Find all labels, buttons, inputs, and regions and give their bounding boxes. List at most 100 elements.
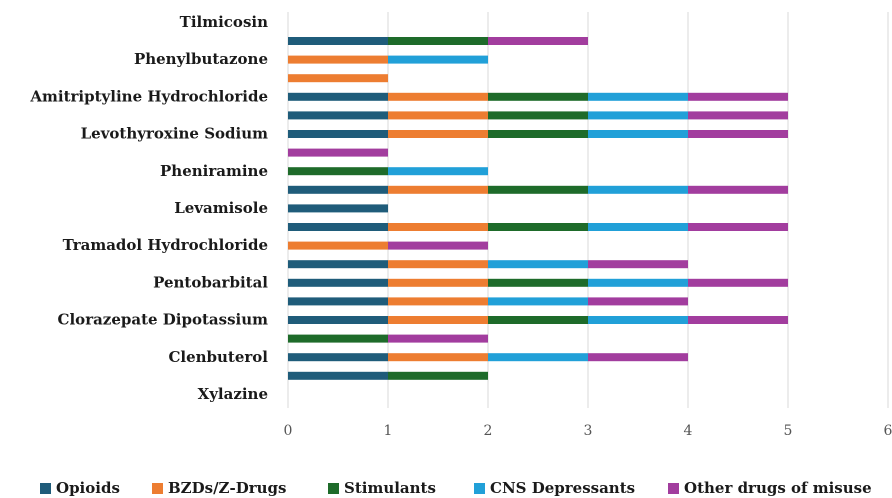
category-label: Xylazine — [198, 385, 268, 403]
bar-segment-bzds-z-drugs — [388, 260, 488, 269]
bar-segment-opioids — [288, 37, 388, 45]
legend-item: Opioids — [40, 479, 120, 497]
bar-segment-other-drugs-of-misuse — [688, 92, 788, 101]
bar-segment-cns-depressants — [588, 223, 688, 231]
legend-item: BZDs/Z-Drugs — [152, 479, 286, 497]
bar-segment-bzds-z-drugs — [388, 130, 488, 138]
bar-segment-other-drugs-of-misuse — [688, 278, 788, 287]
bar-segment-opioids — [288, 260, 388, 269]
category-label: Levothyroxine Sodium — [81, 125, 269, 143]
bar-segment-opioids — [288, 278, 388, 287]
legend-swatch — [474, 483, 485, 494]
x-tick-labels: 0 1 2 3 4 5 6 — [284, 423, 892, 439]
bar-segment-stimulants — [488, 316, 588, 324]
bar-segment-cns-depressants — [488, 297, 588, 306]
legend-item: CNS Depressants — [474, 479, 635, 497]
bar-segment-bzds-z-drugs — [388, 185, 488, 194]
bar-segment-opioids — [288, 316, 388, 324]
bar-segment-bzds-z-drugs — [388, 353, 488, 362]
category-label: Tilmicosin — [180, 13, 268, 31]
category-labels: Tilmicosin Phenylbutazone Amitriptyline Hy… — [29, 13, 268, 403]
bar-segment-stimulants — [388, 371, 488, 380]
x-tick-label: 6 — [884, 423, 892, 439]
bar-segment-cns-depressants — [488, 353, 588, 362]
bar-segment-bzds-z-drugs — [388, 92, 488, 101]
x-tick-label: 3 — [584, 423, 593, 439]
category-label: Amitriptyline Hydrochloride — [29, 87, 268, 105]
bar-segment-other-drugs-of-misuse — [588, 353, 688, 362]
bar-segment-stimulants — [488, 185, 588, 194]
bar-segment-stimulants — [488, 223, 588, 231]
legend-item: Other drugs of misuse — [668, 479, 872, 497]
x-tick-label: 1 — [384, 423, 393, 439]
bar-segment-cns-depressants — [588, 278, 688, 287]
bar-segment-other-drugs-of-misuse — [688, 130, 788, 138]
bar-segment-other-drugs-of-misuse — [688, 185, 788, 194]
bar-segment-opioids — [288, 111, 388, 120]
bar-segment-cns-depressants — [588, 185, 688, 194]
bar-segment-stimulants — [488, 278, 588, 287]
x-tick-label: 5 — [784, 423, 793, 439]
bar-segment-other-drugs-of-misuse — [388, 241, 488, 250]
bar-segment-bzds-z-drugs — [388, 223, 488, 231]
x-tick-label: 4 — [684, 423, 693, 439]
legend-label: Other drugs of misuse — [684, 479, 872, 497]
bar-segment-bzds-z-drugs — [288, 241, 388, 250]
bar-segment-stimulants — [488, 130, 588, 138]
x-tick-label: 2 — [484, 423, 493, 439]
bar-segment-cns-depressants — [388, 167, 488, 176]
legend: Opioids BZDs/Z-Drugs Stimulants CNS Depress… — [40, 479, 872, 497]
bar-segment-cns-depressants — [588, 111, 688, 120]
bar-segment-other-drugs-of-misuse — [588, 297, 688, 306]
bar-segment-stimulants — [288, 167, 388, 176]
bar-segment-bzds-z-drugs — [388, 316, 488, 324]
legend-swatch — [668, 483, 679, 494]
bar-segment-opioids — [288, 371, 388, 380]
bar-segment-opioids — [288, 130, 388, 138]
bar-segment-opioids — [288, 185, 388, 194]
bar-segment-bzds-z-drugs — [388, 297, 488, 306]
legend-swatch — [40, 483, 51, 494]
bar-segment-bzds-z-drugs — [288, 55, 388, 64]
bar-segment-cns-depressants — [588, 92, 688, 101]
legend-label: BZDs/Z-Drugs — [168, 479, 286, 497]
legend-swatch — [328, 483, 339, 494]
bar-segment-bzds-z-drugs — [288, 74, 388, 83]
category-label: Clenbuterol — [168, 348, 268, 366]
bar-segment-other-drugs-of-misuse — [388, 334, 488, 343]
bar-segment-opioids — [288, 92, 388, 101]
bar-segment-cns-depressants — [388, 55, 488, 64]
category-label: Pentobarbital — [153, 273, 268, 291]
category-label: Pheniramine — [160, 162, 268, 180]
bar-segment-other-drugs-of-misuse — [288, 148, 388, 157]
category-label: Phenylbutazone — [134, 50, 268, 68]
bars — [288, 37, 788, 380]
bar-segment-bzds-z-drugs — [388, 278, 488, 287]
bar-segment-stimulants — [288, 334, 388, 343]
bar-segment-other-drugs-of-misuse — [688, 223, 788, 231]
bar-segment-other-drugs-of-misuse — [588, 260, 688, 269]
bar-segment-other-drugs-of-misuse — [688, 111, 788, 120]
bar-segment-stimulants — [388, 37, 488, 45]
category-label: Clorazepate Dipotassium — [58, 311, 269, 329]
bar-segment-opioids — [288, 297, 388, 306]
bar-segment-stimulants — [488, 92, 588, 101]
bar-segment-cns-depressants — [588, 130, 688, 138]
bar-segment-other-drugs-of-misuse — [688, 316, 788, 324]
bar-segment-opioids — [288, 223, 388, 231]
category-label: Levamisole — [174, 199, 268, 217]
bar-segment-cns-depressants — [488, 260, 588, 269]
x-tick-label: 0 — [284, 423, 293, 439]
legend-label: Stimulants — [344, 479, 436, 497]
bar-segment-bzds-z-drugs — [388, 111, 488, 120]
legend-swatch — [152, 483, 163, 494]
category-label: Tramadol Hydrochloride — [63, 236, 268, 254]
bar-segment-opioids — [288, 353, 388, 362]
bar-segment-other-drugs-of-misuse — [488, 37, 588, 45]
bar-segment-cns-depressants — [588, 316, 688, 324]
legend-label: Opioids — [56, 479, 120, 497]
bar-segment-stimulants — [488, 111, 588, 120]
bar-segment-opioids — [288, 204, 388, 213]
legend-item: Stimulants — [328, 479, 436, 497]
